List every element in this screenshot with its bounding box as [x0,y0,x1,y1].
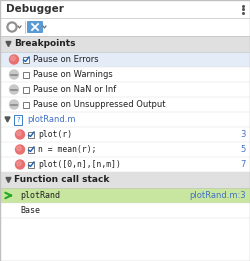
Text: 5: 5 [241,145,246,154]
Text: Breakpoints: Breakpoints [14,39,76,49]
Polygon shape [6,41,11,46]
Text: Debugger: Debugger [6,4,64,14]
Text: Pause on NaN or Inf: Pause on NaN or Inf [33,85,116,94]
FancyBboxPatch shape [23,86,29,92]
Text: ?: ? [16,116,20,122]
Text: plot(r): plot(r) [38,130,72,139]
Circle shape [9,24,15,30]
FancyBboxPatch shape [27,21,43,33]
Circle shape [11,56,15,61]
FancyBboxPatch shape [23,102,29,108]
Circle shape [16,145,24,154]
Circle shape [17,146,21,151]
Text: plotRand.m:3: plotRand.m:3 [190,191,246,200]
Text: plotRand.m: plotRand.m [27,115,76,124]
Text: plot([0,n],[n,m]): plot([0,n],[n,m]) [38,160,121,169]
Text: Pause on Errors: Pause on Errors [33,55,98,64]
Circle shape [7,22,17,32]
Text: plotRand: plotRand [20,191,60,200]
FancyBboxPatch shape [14,115,22,124]
FancyBboxPatch shape [23,72,29,78]
FancyBboxPatch shape [0,18,250,36]
Circle shape [10,85,18,94]
FancyBboxPatch shape [0,203,250,218]
FancyBboxPatch shape [0,127,250,142]
FancyBboxPatch shape [0,82,250,97]
Text: Function call stack: Function call stack [14,175,110,185]
FancyBboxPatch shape [0,112,250,127]
Circle shape [17,131,21,136]
Polygon shape [5,117,10,122]
Circle shape [10,100,18,109]
FancyBboxPatch shape [0,67,250,82]
FancyBboxPatch shape [0,157,250,172]
Text: 3: 3 [240,130,246,139]
FancyBboxPatch shape [28,146,34,152]
Text: Pause on Unsuppressed Output: Pause on Unsuppressed Output [33,100,166,109]
FancyBboxPatch shape [23,56,29,62]
FancyBboxPatch shape [28,162,34,168]
Circle shape [10,70,18,79]
FancyBboxPatch shape [0,97,250,112]
Polygon shape [6,177,11,182]
Circle shape [16,130,24,139]
Text: Pause on Warnings: Pause on Warnings [33,70,113,79]
FancyBboxPatch shape [28,132,34,138]
FancyBboxPatch shape [0,52,250,67]
FancyBboxPatch shape [0,142,250,157]
Text: n = mean(r);: n = mean(r); [38,145,96,154]
FancyBboxPatch shape [0,36,250,52]
Text: Base: Base [20,206,40,215]
FancyBboxPatch shape [0,0,250,18]
Circle shape [17,161,21,166]
FancyBboxPatch shape [0,188,250,203]
FancyBboxPatch shape [0,172,250,188]
Circle shape [10,55,18,64]
Text: 7: 7 [240,160,246,169]
Circle shape [16,160,24,169]
FancyBboxPatch shape [0,218,250,261]
